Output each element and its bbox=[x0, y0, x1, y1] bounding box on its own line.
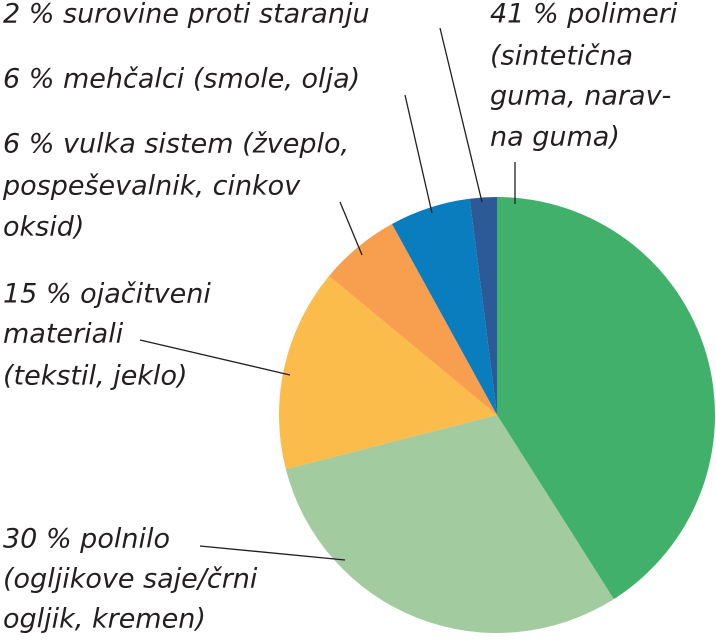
leader-line bbox=[199, 545, 346, 561]
pie-slice bbox=[469, 197, 497, 415]
slice-label: 6 % mehčalci (smole, olja) bbox=[3, 64, 360, 95]
slice-label: pospeševalnik, cinkov bbox=[2, 171, 301, 202]
slice-label: materiali bbox=[3, 319, 124, 350]
slice-label: (ogljikove saje/črni bbox=[3, 564, 258, 595]
leader-line bbox=[139, 339, 291, 376]
slice-label: (sintetična bbox=[490, 41, 633, 72]
leader-line bbox=[339, 201, 363, 256]
slice-label: 6 % vulka sistem (žveplo, bbox=[3, 129, 349, 160]
leader-line bbox=[404, 94, 433, 214]
pie-slice bbox=[285, 415, 614, 633]
slice-label: 2 % surovine proti staranju bbox=[3, 0, 370, 30]
slice-label: (tekstil, jeklo) bbox=[3, 361, 188, 392]
pie-slice bbox=[329, 223, 497, 415]
slice-label: guma, narav- bbox=[490, 81, 671, 112]
slice-label: oksid) bbox=[3, 212, 84, 243]
slice-label: 15 % ojačitveni bbox=[3, 279, 211, 310]
slice-label: na guma) bbox=[490, 122, 620, 153]
slice-label: 30 % polnilo bbox=[3, 524, 170, 555]
slice-label: 41 % polimeri bbox=[490, 0, 678, 30]
slice-label: ogljik, kremen) bbox=[3, 604, 206, 635]
leader-line bbox=[439, 27, 483, 203]
pie-slice bbox=[497, 197, 715, 600]
pie-slice bbox=[279, 276, 497, 470]
pie-slice bbox=[391, 198, 497, 415]
